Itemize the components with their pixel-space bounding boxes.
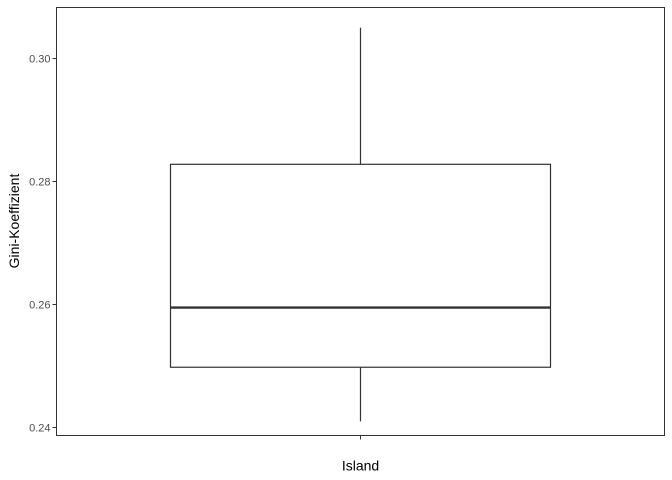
y-tick-label: 0.26 [29, 300, 50, 312]
interquartile-box [169, 163, 552, 368]
x-axis-ticks: Island [342, 435, 379, 474]
y-axis-ticks: 0.24 0.26 0.28 0.30 [29, 54, 57, 435]
box-island [169, 27, 552, 422]
y-tick-label: 0.24 [29, 423, 50, 435]
y-tick-label: 0.30 [29, 54, 50, 66]
y-tick-label: 0.28 [29, 177, 50, 189]
y-axis-title: Gini-Koeffizient [6, 174, 22, 269]
box-series [169, 27, 552, 422]
x-category-label: Island [342, 458, 379, 474]
